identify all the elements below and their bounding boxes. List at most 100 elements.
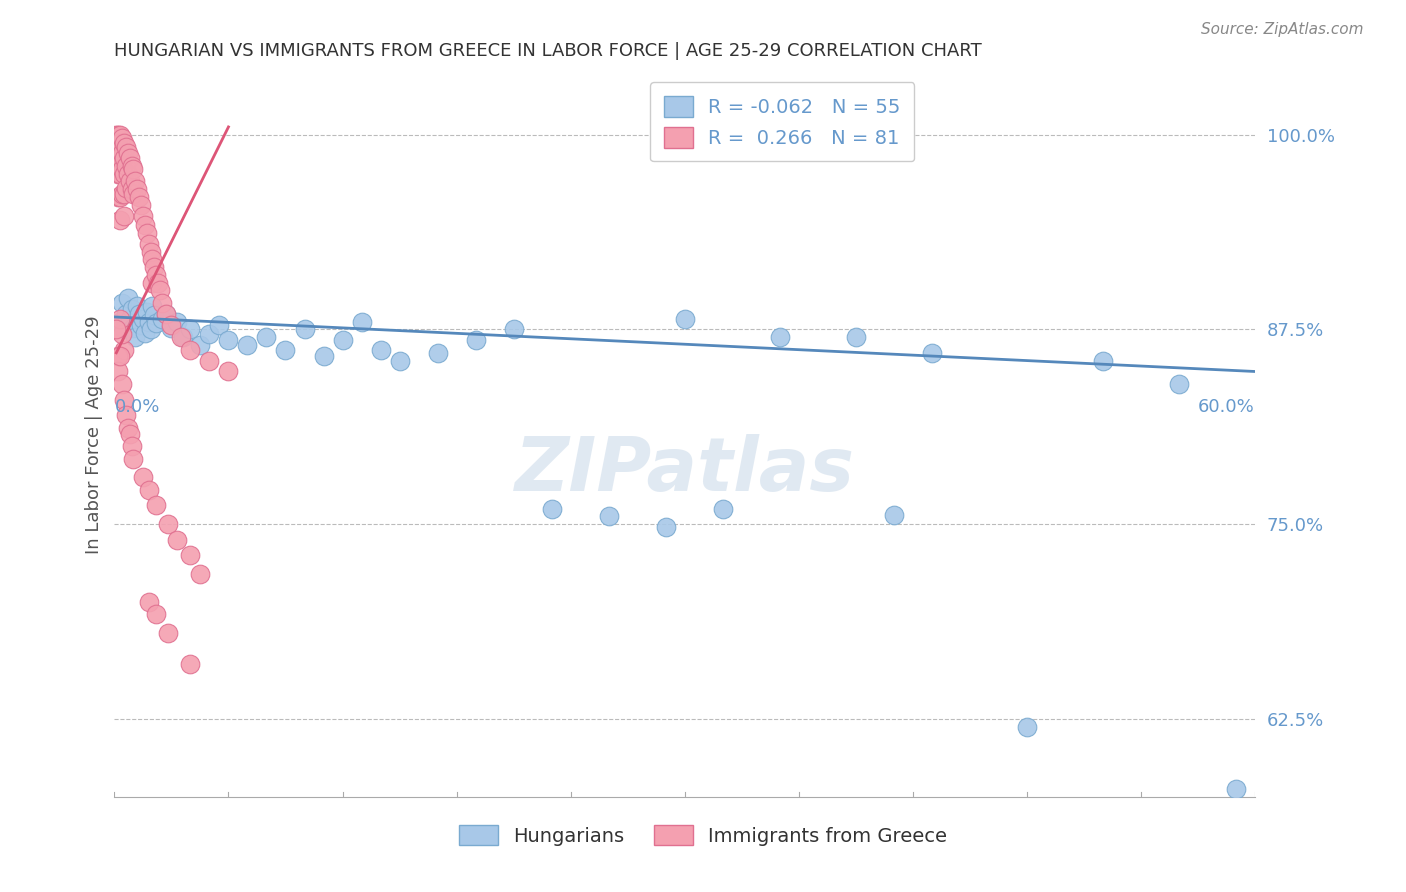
Point (114, 180, 136, 194)
Legend: R = -0.062   N = 55, R =  0.266   N = 81: R = -0.062 N = 55, R = 0.266 N = 81 (650, 82, 914, 161)
Point (370, 343, 392, 357)
Point (112, 151, 135, 165)
Point (111, 376, 134, 391)
Point (121, 182, 143, 196)
Point (256, 330, 278, 344)
Text: 60.0%: 60.0% (1198, 399, 1256, 417)
Point (166, 533, 188, 547)
Point (112, 343, 135, 357)
Point (711, 501, 734, 516)
Point (121, 439, 143, 453)
Point (179, 343, 201, 357)
Point (145, 268, 167, 282)
Point (108, 136, 131, 150)
Point (350, 315, 373, 329)
Point (107, 190, 129, 204)
Point (883, 508, 905, 522)
Point (198, 353, 221, 368)
Point (107, 349, 129, 363)
Text: ZIPatlas: ZIPatlas (515, 434, 855, 508)
Point (132, 209, 155, 223)
Y-axis label: In Labor Force | Age 25-29: In Labor Force | Age 25-29 (86, 315, 103, 554)
Point (141, 299, 163, 313)
Text: Source: ZipAtlas.com: Source: ZipAtlas.com (1201, 22, 1364, 37)
Point (138, 236, 160, 251)
Point (121, 159, 143, 173)
Point (105, 144, 128, 158)
Point (128, 307, 150, 321)
Point (122, 186, 145, 201)
Point (198, 327, 221, 342)
Point (134, 326, 156, 340)
Point (673, 311, 696, 326)
Point (179, 657, 201, 672)
Point (121, 302, 143, 317)
Point (166, 315, 188, 329)
Point (464, 334, 486, 348)
Point (112, 136, 135, 150)
Point (845, 330, 868, 344)
Point (127, 182, 149, 196)
Legend: Hungarians, Immigrants from Greece: Hungarians, Immigrants from Greece (449, 815, 957, 855)
Point (118, 174, 141, 188)
Point (332, 334, 354, 348)
Point (134, 218, 156, 232)
Point (150, 311, 173, 326)
Point (1225, 781, 1247, 796)
Point (172, 330, 194, 344)
Point (127, 299, 149, 313)
Point (156, 517, 179, 532)
Point (139, 244, 162, 259)
Point (112, 167, 135, 181)
Point (188, 338, 211, 352)
Point (111, 327, 134, 342)
Point (112, 322, 135, 336)
Point (149, 284, 172, 298)
Point (426, 346, 449, 360)
Point (108, 190, 131, 204)
Point (146, 276, 169, 290)
Point (105, 322, 128, 336)
Point (117, 420, 139, 434)
Point (145, 499, 167, 513)
Point (294, 322, 316, 336)
Point (114, 140, 136, 154)
Point (108, 349, 131, 363)
Point (111, 161, 134, 176)
Point (108, 213, 131, 227)
Point (122, 451, 145, 466)
Point (312, 349, 335, 363)
Point (114, 408, 136, 422)
Point (921, 346, 943, 360)
Point (155, 307, 177, 321)
Point (138, 483, 160, 497)
Point (117, 167, 139, 181)
Point (117, 291, 139, 305)
Point (1015, 720, 1038, 734)
Point (124, 174, 146, 188)
Point (108, 128, 131, 142)
Point (654, 520, 676, 534)
Point (145, 316, 167, 330)
Point (155, 307, 177, 321)
Point (138, 315, 160, 329)
Point (143, 309, 166, 323)
Point (129, 198, 152, 212)
Point (128, 190, 150, 204)
Point (124, 330, 146, 344)
Point (179, 549, 201, 563)
Point (118, 151, 141, 165)
Point (118, 311, 141, 326)
Point (236, 338, 259, 352)
Point (112, 209, 135, 223)
Point (145, 607, 167, 622)
Point (117, 146, 139, 161)
Point (208, 318, 231, 332)
Point (111, 186, 134, 201)
Point (108, 315, 131, 329)
Point (107, 136, 129, 150)
Point (114, 307, 136, 321)
Point (138, 595, 160, 609)
Point (107, 364, 129, 378)
Point (132, 470, 155, 484)
